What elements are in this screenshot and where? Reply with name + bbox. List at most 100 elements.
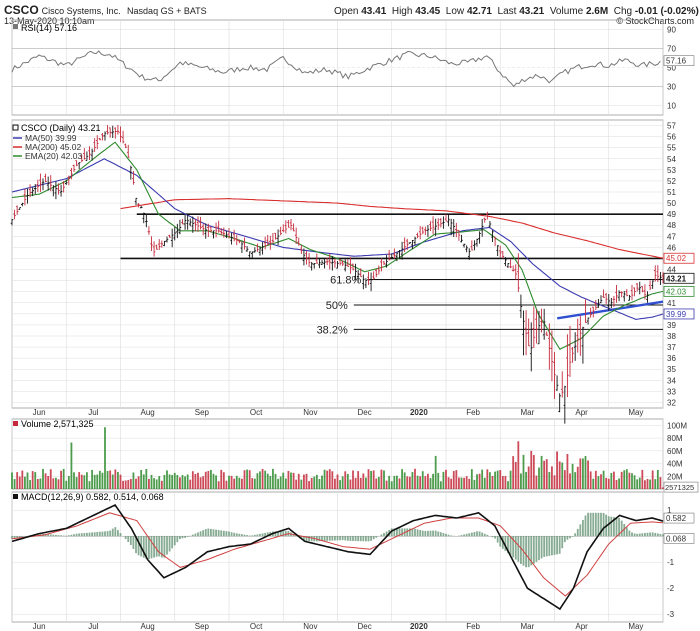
macd-histogram-bar <box>514 536 517 560</box>
x-label-macd: May <box>628 622 643 631</box>
volume-bar <box>148 478 150 489</box>
volume-bar <box>649 479 651 489</box>
macd-histogram-bar <box>67 535 70 537</box>
volume-last-tag <box>663 481 699 493</box>
macd-histogram-bar <box>566 536 569 540</box>
fibonacci-label: 50% <box>326 300 348 312</box>
macd-histogram-bar <box>486 534 489 537</box>
macd-histogram-bar <box>93 532 96 537</box>
ma50-line <box>11 158 664 320</box>
macd-histogram-bar <box>589 512 592 537</box>
macd-histogram-bar <box>119 533 122 537</box>
volume-bar <box>349 479 352 489</box>
volume-bar <box>483 477 486 489</box>
macd-histogram-bar <box>158 536 161 557</box>
macd-histogram-bar <box>16 536 19 538</box>
price-tick-label: 41 <box>667 299 676 308</box>
macd-histogram-bar <box>656 533 659 537</box>
macd-histogram-bar <box>439 532 442 537</box>
macd-histogram-bar <box>96 531 99 537</box>
volume-bar <box>592 478 595 489</box>
volume-bar <box>204 471 207 489</box>
rsi-tick-label: 50 <box>667 64 676 73</box>
volume-bar <box>173 472 176 489</box>
volume-bar <box>104 427 106 489</box>
x-label-macd: Sep <box>195 622 210 631</box>
macd-histogram-bar <box>649 532 651 537</box>
volume-bar <box>442 471 445 489</box>
volume-bar <box>520 473 522 489</box>
volume-bar <box>414 468 416 489</box>
volume-bar <box>313 476 316 489</box>
volume-bar <box>91 469 93 489</box>
volume-bar <box>476 474 478 489</box>
price-tick-label: 34 <box>667 376 676 385</box>
macd-histogram-bar <box>114 527 117 537</box>
quote-bar: Open 43.41 High 43.45 Low 42.71 Last 43.… <box>334 6 699 17</box>
macd-histogram-bar <box>447 534 450 537</box>
volume-bar <box>465 476 468 489</box>
macd-histogram-bar <box>393 528 396 537</box>
volume-bar <box>83 475 86 489</box>
volume-bar <box>636 479 639 489</box>
macd-histogram-bar <box>171 536 174 549</box>
macd-histogram-bar <box>654 532 657 537</box>
volume-bar <box>631 473 633 489</box>
macd-histogram-bar <box>186 536 189 537</box>
volume-bar <box>295 479 298 489</box>
volume-bar <box>80 474 83 489</box>
volume-bar <box>65 480 68 489</box>
volume-bar <box>106 470 109 489</box>
x-label-macd: Feb <box>466 622 480 631</box>
volume-bar <box>584 456 587 489</box>
macd-histogram-bar <box>408 528 411 537</box>
price-tick-label: 44 <box>667 266 676 275</box>
volume-bar <box>334 478 336 489</box>
volume-bar <box>401 469 403 489</box>
volume-bar <box>605 477 608 489</box>
macd-histogram-bar <box>277 531 279 537</box>
volume-bar <box>122 480 124 489</box>
macd-histogram-bar <box>310 536 313 542</box>
price-tick-label: 50 <box>667 199 676 208</box>
volume-bar <box>34 472 37 489</box>
volume-bar <box>450 478 453 489</box>
volume-bar <box>538 467 540 489</box>
volume-bar <box>434 455 437 489</box>
macd-histogram-bar <box>517 536 520 562</box>
volume-bar <box>654 479 657 489</box>
volume-bar <box>574 472 577 489</box>
volume-bar <box>13 479 16 489</box>
macd-histogram-bar <box>370 536 372 541</box>
macd-histogram-bar <box>253 534 256 537</box>
macd-histogram-bar <box>424 530 427 537</box>
macd-histogram-bar <box>644 533 646 537</box>
macd-histogram-bar <box>57 535 60 537</box>
volume-bar <box>129 478 132 489</box>
volume-bar <box>86 472 88 489</box>
volume-bar <box>421 471 424 489</box>
volume-bar <box>388 475 391 489</box>
volume-bar <box>339 480 341 489</box>
x-label-macd: Oct <box>250 622 263 631</box>
volume-bar <box>308 481 310 489</box>
macd-histogram-bar <box>450 535 453 537</box>
macd-histogram-bar <box>600 512 602 537</box>
macd-histogram-bar <box>334 536 336 541</box>
price-tick-label: 51 <box>667 188 676 197</box>
volume-bar <box>199 477 202 489</box>
macd-histogram-bar <box>326 536 329 541</box>
x-label-macd: Apr <box>575 622 588 631</box>
volume-bar <box>458 477 460 489</box>
macd-histogram-bar <box>465 533 468 537</box>
macd-histogram-bar <box>331 536 334 541</box>
macd-histogram-bar <box>217 530 220 537</box>
volume-bar <box>127 480 130 489</box>
volume-bar <box>607 478 610 489</box>
macd-tag-box <box>663 512 695 524</box>
macd-label: MACD(12,26,9) 0.582, 0.514, 0.068 <box>21 492 164 502</box>
volume-bar <box>153 478 155 489</box>
volume-bar <box>78 472 81 489</box>
x-label-macd: 2020 <box>410 622 428 631</box>
